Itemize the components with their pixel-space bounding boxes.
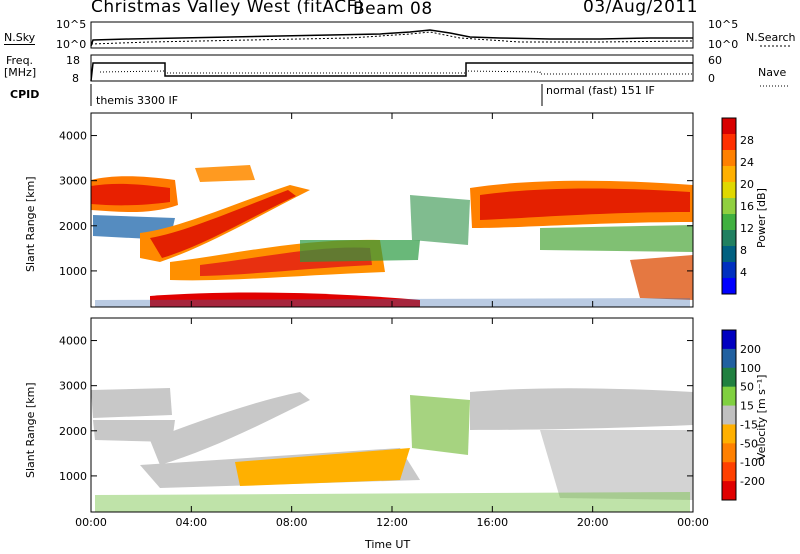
- xtick-label: 12:00: [376, 516, 408, 529]
- colorbar-tick-label: 15: [740, 400, 754, 413]
- colorbar-tick-label: 16: [740, 200, 754, 213]
- colorbar-segment: [722, 462, 736, 482]
- nave-label: Nave: [758, 66, 787, 79]
- colorbar-tick-label: 200: [740, 343, 761, 356]
- ytick-label: 3000: [59, 175, 87, 188]
- colorbar-segment: [722, 198, 736, 215]
- date-label: 03/Aug/2011: [583, 0, 699, 17]
- ytick-label: 1000: [59, 265, 87, 278]
- nsky-tick-high: 10^5: [56, 18, 87, 31]
- colorbar-frame: [721, 329, 737, 501]
- colorbar-segment: [722, 262, 736, 279]
- colorbar-segment: [722, 330, 736, 350]
- nsky-frame: [90, 21, 694, 49]
- colorbar-segment: [722, 367, 736, 388]
- ytick-label: 2000: [59, 220, 87, 233]
- station-title: Christmas Valley West (fitACF): [91, 0, 365, 17]
- colorbar-tick-label: -100: [740, 456, 765, 469]
- power-ylabel: Slant Range [km]: [24, 176, 37, 272]
- freq-unit: [MHz]: [4, 66, 37, 79]
- colorbar-tick-label: 12: [740, 222, 754, 235]
- xtick-label: 08:00: [276, 516, 308, 529]
- colorbar-segment: [722, 405, 736, 425]
- freq-tick-high: 18: [66, 54, 80, 67]
- axis-text: 1000 2000 3000 4000 1000 2000 3000 4000 00:00 04:…: [59, 130, 765, 529]
- nave-tick-low: 0: [708, 72, 715, 85]
- nsearch-tick-low: 10^0: [708, 38, 739, 51]
- colorbar-segment: [722, 443, 736, 463]
- colorbar-tick-label: -50: [740, 437, 758, 450]
- colorbar-segment: [722, 424, 736, 444]
- colorbar-segment: [722, 118, 736, 135]
- beam-label: Beam 08: [353, 0, 433, 19]
- ytick-label: 3000: [59, 380, 87, 393]
- nsearch-label: N.Search: [746, 31, 796, 44]
- cpid-segment-2: normal (fast) 151 IF: [546, 84, 655, 97]
- freq-tick-low: 8: [72, 72, 79, 85]
- colorbar-segment: [722, 214, 736, 231]
- colorbar-segment: [722, 134, 736, 151]
- xtick-label: 04:00: [175, 516, 207, 529]
- colorbars: [721, 117, 737, 501]
- velocity-colorbar-label: Velocity [m s⁻¹]: [755, 374, 768, 460]
- colorbar-segment: [722, 150, 736, 167]
- x-axis-label: Time UT: [365, 538, 411, 551]
- cpid-label: CPID: [10, 88, 40, 101]
- colorbar-tick-label: 28: [740, 134, 754, 147]
- nave-series: [99, 70, 693, 75]
- ytick-label: 4000: [59, 335, 87, 348]
- colorbar-tick-label: -200: [740, 475, 765, 488]
- nsearch-tick-high: 10^5: [708, 18, 739, 31]
- colorbar-tick-label: 50: [740, 381, 754, 394]
- colorbar-segment: [722, 278, 736, 295]
- nsearch-series: [90, 31, 694, 45]
- xtick-label: 16:00: [476, 516, 508, 529]
- freq-frame: [90, 54, 694, 82]
- velocity-ylabel: Slant Range [km]: [24, 382, 37, 478]
- colorbar-segment: [722, 230, 736, 247]
- nave-tick-high: 60: [708, 54, 722, 67]
- colorbar-tick-label: 20: [740, 178, 754, 191]
- colorbar-segment: [722, 166, 736, 183]
- colorbar-tick-label: -15: [740, 418, 758, 431]
- xtick-label: 00:00: [75, 516, 107, 529]
- ytick-label: 1000: [59, 470, 87, 483]
- colorbar-segment: [722, 246, 736, 263]
- colorbar-tick-label: 100: [740, 362, 761, 375]
- xtick-label: 00:00: [677, 516, 709, 529]
- freq-label: Freq.: [6, 54, 34, 67]
- xtick-label: 20:00: [577, 516, 609, 529]
- colorbar-frame: [721, 117, 737, 295]
- power-panel: [90, 112, 694, 308]
- colorbar-tick-label: 4: [740, 266, 747, 279]
- cpid-segment-1: themis 3300 IF: [96, 94, 179, 107]
- nsky-label: N.Sky: [4, 31, 36, 45]
- colorbar-segment: [722, 386, 736, 407]
- colorbar-tick-label: 8: [740, 244, 747, 257]
- axis-ticks: [90, 113, 694, 512]
- nsky-tick-low: 10^0: [56, 38, 87, 51]
- power-colorbar-label: Power [dB]: [755, 188, 768, 248]
- freq-series: [90, 62, 693, 82]
- nsky-series: [90, 29, 693, 47]
- colorbar-segment: [722, 481, 736, 501]
- ytick-label: 4000: [59, 130, 87, 143]
- colorbar-tick-label: 24: [740, 156, 754, 169]
- colorbar-segment: [722, 182, 736, 199]
- velocity-panel: [90, 317, 694, 513]
- ytick-label: 2000: [59, 425, 87, 438]
- colorbar-segment: [722, 348, 736, 369]
